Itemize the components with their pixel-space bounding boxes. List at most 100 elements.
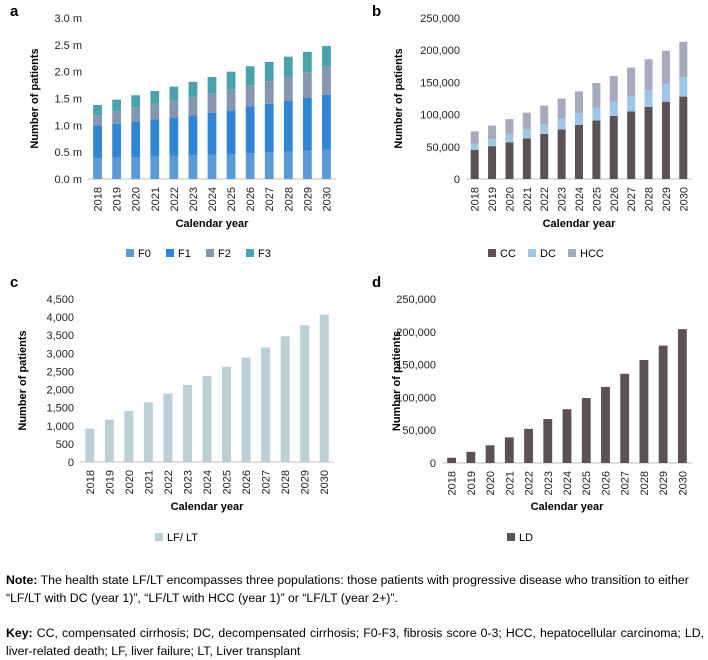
bar-cc-2024 [575,124,583,179]
x-tick-label: 2029 [302,187,314,211]
panel-label-b: b [372,3,381,20]
x-tick-label: 2024 [202,470,214,494]
bar-f1-2021 [150,119,160,157]
bar-f3-2028 [283,56,293,77]
chart-panel-d: d 0 50,000 100,000 150,000 200,000 250,000 2018… [372,274,692,544]
bar-cc-2028 [644,106,653,179]
x-tick-label: 2024 [207,187,219,211]
x-tick-label: 2019 [112,187,124,211]
bar-dc-2027 [627,95,636,112]
bar-dc-2025 [592,107,601,121]
chart-panel-a: a 0.0 m 0.5 m 1.0 m 1.5 m 2.0 m 2.5 m 3.0 m 2018… [10,3,336,260]
bar-dc-2024 [575,113,583,125]
bar-dc-2028 [644,90,653,107]
bar-f2-2018 [93,115,102,126]
bar-lflt-2025 [222,366,232,462]
legend-swatch-hcc [568,249,576,257]
bar-hcc-2018 [470,131,479,144]
bar-hcc-2027 [627,67,636,96]
x-tick-label: 2018 [470,187,482,211]
bar-f3-2020 [131,95,141,108]
panel-label-d: d [372,274,381,291]
bar-ld-2025 [581,398,591,463]
bar-f2-2030 [322,66,331,95]
bar-dc-2030 [679,77,688,97]
note-text: The health state LF/LT encompasses three… [6,573,689,605]
x-tick-label: 2028 [280,470,292,494]
y-tick-label: 2,000 [46,385,74,397]
bar-f0-2025 [226,154,236,179]
x-tick-label: 2029 [661,187,673,211]
y-tick-label: 100,000 [396,392,436,404]
bar-f1-2020 [131,121,141,157]
bar-ld-2024 [562,409,572,463]
bar-cc-2021 [522,138,531,179]
y-axis-title: Number of patients [391,331,403,431]
y-tick-label: 150,000 [420,77,460,89]
bar-dc-2020 [505,133,514,143]
x-tick-label: 2022 [524,471,536,495]
bar-lflt-2030 [319,314,329,462]
bar-cc-2022 [540,133,549,179]
bar-f0-2029 [302,150,312,179]
y-tick-label: 100,000 [420,110,460,122]
y-tick-label: 3,500 [46,330,74,342]
x-axis-title: Calendar year [531,501,604,513]
key-text: CC, compensated cirrhosis; DC, decompens… [6,626,704,658]
x-tick-label: 2021 [150,187,162,211]
bar-f2-2025 [226,89,236,111]
x-tick-label: 2023 [557,187,569,211]
bar-f2-2028 [283,76,293,101]
x-tick-label: 2030 [321,187,333,211]
x-tick-label: 2025 [226,187,238,211]
bar-lflt-2022 [163,393,173,462]
y-axis-title: Number of patients [29,48,41,148]
y-tick-label: 200,000 [420,45,460,57]
bar-f2-2021 [150,103,160,120]
bar-ld-2026 [601,386,610,463]
bar-cc-2018 [470,150,479,179]
legend-label: CC [500,248,516,260]
bar-lflt-2020 [124,410,134,462]
bar-lflt-2018 [85,428,95,462]
bar-f1-2022 [169,117,179,156]
x-tick-label: 2021 [522,187,534,211]
y-tick-label: 2.0 m [54,67,82,79]
bar-f2-2023 [188,96,198,116]
bar-lflt-2029 [300,325,310,462]
x-tick-label: 2025 [581,471,593,495]
bar-f0-2021 [150,156,160,179]
x-tick-label: 2027 [261,470,273,494]
x-tick-label: 2020 [131,187,143,211]
chart-panel-c: c 0 500 1,000 1,500 2,000 2,500 3,000 3,500 4,000… [10,274,334,544]
x-tick-label: 2021 [143,470,155,494]
legend-swatch-f3 [246,249,254,257]
legend-swatch-f0 [126,249,134,257]
bar-cc-2025 [592,120,601,179]
y-tick-label: 50,000 [426,142,460,154]
x-tick-label: 2026 [609,187,621,211]
bar-hcc-2021 [522,112,531,130]
bar-f2-2020 [131,107,141,122]
y-tick-label: 1.0 m [54,120,82,132]
x-tick-label: 2025 [591,187,603,211]
x-axis-title: Calendar year [543,218,616,230]
y-tick-label: 250,000 [396,294,436,306]
bar-f0-2024 [207,154,217,179]
bar-hcc-2020 [505,119,514,134]
x-tick-label: 2019 [466,471,478,495]
bar-lflt-2027 [261,347,271,462]
bar-f0-2027 [264,152,274,179]
bar-f3-2027 [264,62,274,82]
bar-f3-2024 [207,77,217,94]
y-tick-label: 3.0 m [54,13,82,25]
bar-f3-2019 [112,99,122,112]
bar-dc-2023 [557,118,566,130]
bar-f2-2029 [302,72,312,98]
y-tick-label: 1.5 m [54,94,82,106]
x-tick-label: 2026 [600,471,612,495]
bar-f3-2018 [93,104,102,116]
bar-dc-2026 [609,101,618,116]
x-tick-label: 2021 [504,471,516,495]
bar-hcc-2025 [592,83,601,108]
